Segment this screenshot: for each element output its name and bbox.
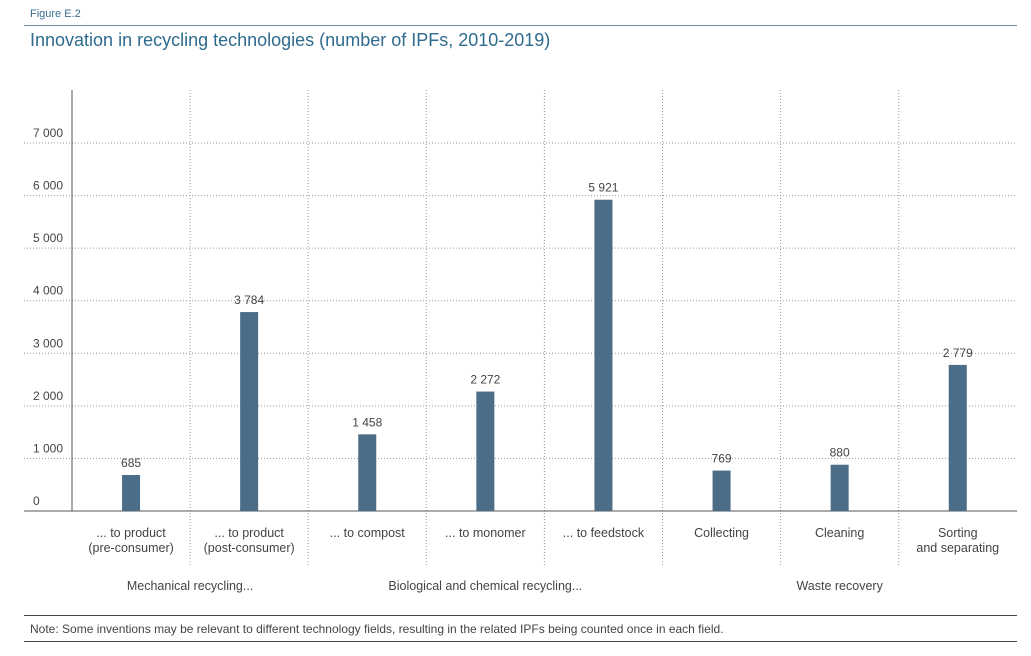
y-tick-label: 2 000: [33, 389, 63, 403]
y-tick-label: 7 000: [33, 126, 63, 140]
category-label: Sorting: [938, 526, 978, 540]
y-tick-label: 0: [33, 494, 40, 508]
bar: [358, 434, 377, 511]
chart-title: Innovation in recycling technologies (nu…: [30, 30, 551, 50]
bar: [948, 364, 967, 511]
value-label: 2 272: [470, 373, 500, 387]
value-label: 769: [712, 452, 732, 466]
bar: [122, 474, 141, 511]
category-label: ... to monomer: [445, 526, 526, 540]
value-label: 880: [830, 446, 850, 460]
category-label: (pre-consumer): [88, 541, 173, 555]
category-label: ... to product: [96, 526, 166, 540]
note-top-divider: [24, 615, 1017, 616]
group-label: Waste recovery: [796, 579, 883, 593]
value-label: 5 921: [588, 181, 618, 195]
category-label: Cleaning: [815, 526, 864, 540]
bar-chart: 0 1 000 2 000 3 000 4 000 5 000 6 000 7 000 685.…: [24, 90, 1017, 593]
y-tick-label: 1 000: [33, 441, 63, 455]
y-tick-label: 4 000: [33, 284, 63, 298]
category-label: ... to feedstock: [563, 526, 645, 540]
category-label: Collecting: [694, 526, 749, 540]
chart-note: Note: Some inventions may be relevant to…: [30, 622, 724, 636]
bar: [712, 470, 731, 511]
y-tick-label: 3 000: [33, 336, 63, 350]
value-label: 1 458: [352, 415, 382, 429]
group-label: Mechanical recycling...: [127, 579, 253, 593]
y-tick-label: 5 000: [33, 231, 63, 245]
y-tick-label: 6 000: [33, 179, 63, 193]
bar: [240, 312, 259, 511]
value-label: 3 784: [234, 293, 264, 307]
category-label: (post-consumer): [204, 541, 295, 555]
bar: [476, 391, 495, 511]
value-label: 2 779: [943, 346, 973, 360]
bar: [830, 464, 849, 511]
category-label: ... to product: [214, 526, 284, 540]
category-label: and separating: [916, 541, 999, 555]
top-divider: [24, 25, 1017, 26]
figure-label: Figure E.2: [30, 8, 81, 20]
note-bottom-divider: [24, 641, 1017, 642]
bar: [594, 199, 613, 511]
group-label: Biological and chemical recycling...: [388, 579, 582, 593]
value-label: 685: [121, 456, 141, 470]
category-label: ... to compost: [330, 526, 406, 540]
